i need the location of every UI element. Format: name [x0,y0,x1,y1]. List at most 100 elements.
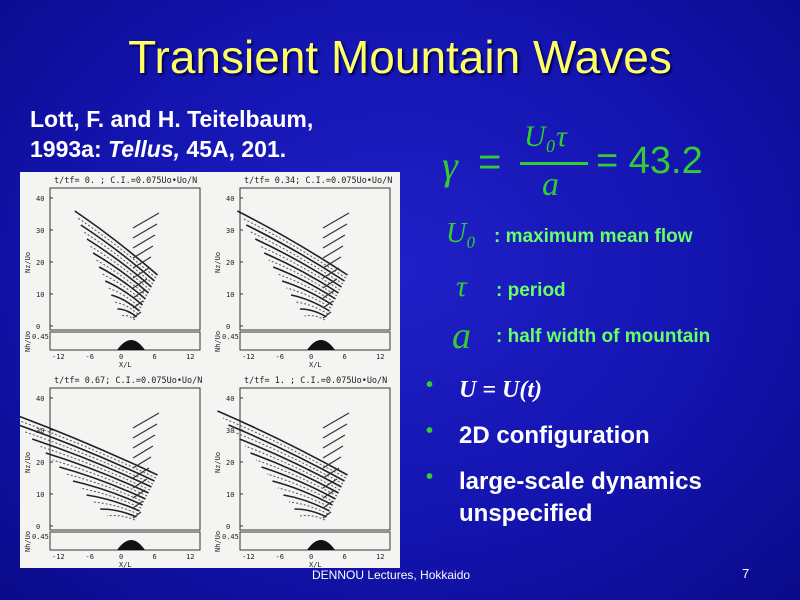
wave-figure-image: t/tf= 0. ; C.I.=0.075Uo•Uo/N 40 30 20 10 0 Nz/… [20,172,400,568]
y-tick-label: 0 [226,523,230,531]
wave-contour [132,412,160,429]
wave-contour [86,494,140,512]
footer-text: DENNOU Lectures, Hokkaido [312,568,471,582]
y-tick-label: 30 [36,427,44,435]
gamma-formula: γ = U₀τ a = 43.2 [438,118,738,208]
wave-contour [241,217,347,279]
wave-contour [250,452,339,494]
wave-contour [322,500,334,509]
wave-contour [132,234,156,249]
x-tick-label: 0 [119,553,123,561]
panel-frame [239,387,391,531]
reference-line-1: Lott, F. and H. Teitelbaum, [30,106,314,132]
bullet-text: 2D configuration [459,422,650,449]
wave-contour [295,301,329,315]
wave-contour [228,424,345,482]
page-number: 7 [742,566,750,581]
wave-contour [132,267,150,279]
wave-contour [244,445,341,491]
x-tick-label: 12 [376,353,384,361]
wave-contour [250,231,344,285]
bullet-text: U = U(t) [459,377,542,403]
formula-fraction-bar [520,162,588,165]
x-axis-label: X/L [119,561,132,568]
wave-contour [132,289,146,299]
mountain-y-label: Nh/Uo [24,531,32,552]
wave-contour [299,515,326,521]
x-tick-label: 0 [309,353,313,361]
wave-contour [98,266,147,300]
wave-contour [79,487,142,509]
wave-contour [266,473,335,503]
wave-contour [132,212,160,229]
reference-citation: Lott, F. and H. Teitelbaum, 1993a: Tellu… [30,104,410,164]
wave-contour [237,210,348,276]
wave-contour [132,456,152,469]
wave-contour [20,415,158,476]
x-tick-label: -6 [86,353,94,361]
mountain-profile [117,540,145,550]
formula-equals: = [478,140,502,184]
wave-contour [104,280,144,306]
wave-contour [132,300,144,309]
wave-contour [132,467,150,479]
x-tick-label: -12 [242,553,255,561]
def-text-a: : half width of mountain [496,326,711,347]
wave-contour [132,445,154,459]
wave-contour [322,412,350,429]
wave-contour [322,434,346,449]
bullet-dot-icon: • [426,420,434,442]
wave-contour [72,480,143,506]
y-tick-label: 40 [226,395,234,403]
mountain-y-label: Nh/Uo [214,531,222,552]
wave-contour [239,438,342,488]
wave-contour [322,267,340,279]
wave-contour [80,224,156,282]
wave-contour [132,311,142,319]
x-axis-label: X/L [309,361,322,369]
wave-contour [117,308,138,318]
x-tick-label: -12 [242,353,255,361]
mountain-y-tick: 0.45 [222,333,239,341]
x-tick-label: 12 [186,553,194,561]
panel-header: t/tf= 0.34; C.I.=0.075Uo•Uo/N [244,176,392,186]
y-tick-label: 40 [36,195,44,203]
wave-contour [111,294,141,312]
y-tick-label: 30 [226,227,234,235]
x-tick-label: 12 [376,553,384,561]
wave-contour [106,515,136,521]
wave-contour [59,466,146,500]
wave-contour [86,238,153,288]
wave-contour [322,423,348,439]
x-tick-label: 12 [186,353,194,361]
wave-contour [290,294,330,312]
y-tick-label: 30 [36,227,44,235]
mountain-profile [307,540,335,550]
wave-contour [108,287,142,309]
y-tick-label: 20 [226,259,234,267]
wave-contour [132,278,148,289]
y-tick-label: 40 [36,395,44,403]
panel-header: t/tf= 0. ; C.I.=0.075Uo•Uo/N [54,176,197,186]
y-tick-label: 0 [36,323,40,331]
def-text-u0: : maximum mean flow [494,226,693,247]
wave-contour [132,500,144,509]
y-axis-label: Nz/Uo [214,452,222,473]
y-tick-label: 0 [226,323,230,331]
bullet-text: large-scale dynamics unspecified [459,468,702,527]
wave-contour [83,231,154,285]
def-symbol-a: a [452,315,471,357]
y-tick-label: 20 [36,259,44,267]
wave-contour [74,210,159,276]
wave-contour [286,287,332,309]
x-tick-label: -6 [276,353,284,361]
wave-contour [322,278,338,289]
wave-contour [272,480,333,506]
def-symbol-tau: τ [456,270,467,303]
x-tick-label: 6 [343,353,347,361]
x-tick-label: 0 [309,553,313,561]
wave-contour [77,217,157,279]
y-tick-label: 20 [226,459,234,467]
wave-contour [245,224,345,282]
